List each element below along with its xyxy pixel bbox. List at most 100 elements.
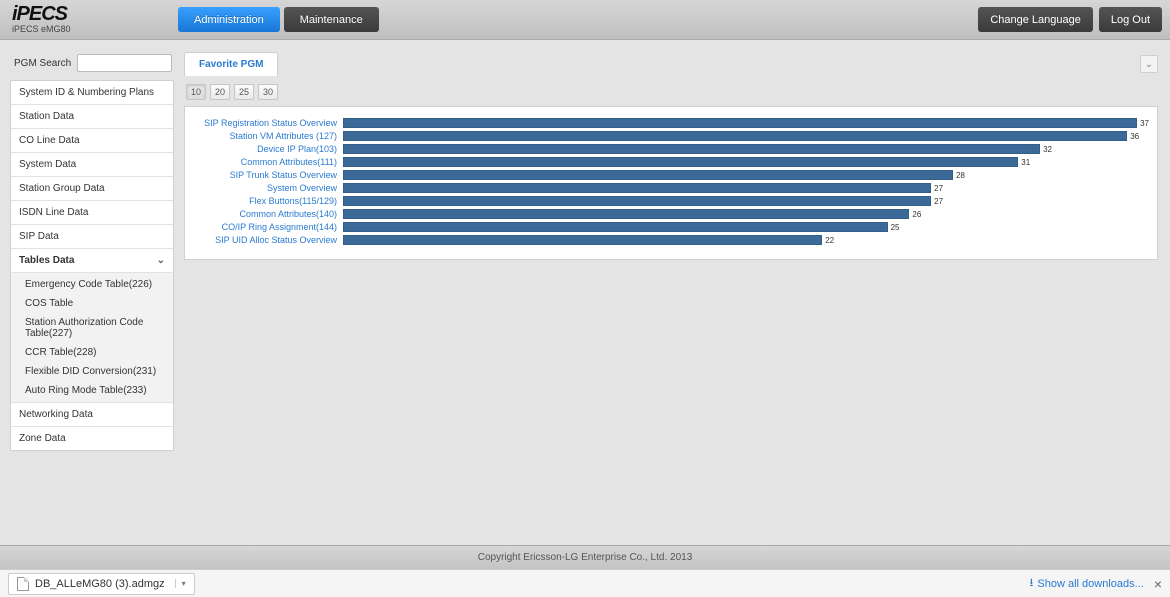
sidebar-menu: System ID & Numbering Plans Station Data C…	[10, 80, 174, 451]
pgm-search-input[interactable]	[77, 54, 172, 72]
show-all-downloads-link[interactable]: ⭳ Show all downloads...	[1030, 574, 1144, 593]
chart-bar-value: 27	[934, 184, 943, 193]
sidebar-subitem[interactable]: Flexible DID Conversion(231)	[11, 362, 173, 381]
sidebar-item[interactable]: SIP Data	[11, 224, 173, 248]
chart-row: SIP UID Alloc Status Overview 22	[193, 234, 1149, 246]
sidebar-item-label: CO Line Data	[19, 135, 80, 146]
chart-bar-fill	[343, 222, 888, 232]
chart-row-label[interactable]: Flex Buttons(115/129)	[193, 196, 343, 206]
chart-bar-value: 26	[912, 210, 921, 219]
sidebar-item[interactable]: Networking Data	[11, 402, 173, 426]
chevron-down-icon: ⌄	[157, 255, 165, 266]
chart-row-label[interactable]: Device IP Plan(103)	[193, 144, 343, 154]
chart-bar-value: 27	[934, 197, 943, 206]
chart-row: CO/IP Ring Assignment(144) 25	[193, 221, 1149, 233]
chart-row: SIP Trunk Status Overview 28	[193, 169, 1149, 181]
tab-collapse-icon[interactable]: ⌄	[1140, 55, 1158, 73]
sidebar-subitem[interactable]: Auto Ring Mode Table(233)	[11, 381, 173, 400]
sidebar-subitem[interactable]: COS Table	[11, 294, 173, 313]
chart-row-label[interactable]: SIP UID Alloc Status Overview	[193, 235, 343, 245]
sidebar-subitem[interactable]: Station Authorization Code Table(227)	[11, 313, 173, 343]
chart-bar-track: 26	[343, 208, 1149, 220]
sidebar-item-label: Station Group Data	[19, 183, 105, 194]
chart-row: Common Attributes(140) 26	[193, 208, 1149, 220]
sidebar-item[interactable]: Station Data	[11, 104, 173, 128]
chart-row-label[interactable]: Station VM Attributes (127)	[193, 131, 343, 141]
chart-bar-value: 31	[1021, 158, 1030, 167]
page-size-button[interactable]: 20	[210, 84, 230, 100]
chart-bar-fill	[343, 118, 1137, 128]
sidebar-item-label: System ID & Numbering Plans	[19, 87, 154, 98]
brand-subtitle: iPECS eMG80	[12, 24, 178, 34]
chart-bar-track: 32	[343, 143, 1149, 155]
chart-bar-track: 27	[343, 195, 1149, 207]
chart-row-label[interactable]: Common Attributes(111)	[193, 157, 343, 167]
sidebar-item[interactable]: Station Group Data	[11, 176, 173, 200]
chart-bar-track: 22	[343, 234, 1149, 246]
chart-bar-track: 36	[343, 130, 1149, 142]
chart-bar-track: 28	[343, 169, 1149, 181]
chart-row-label[interactable]: SIP Trunk Status Overview	[193, 170, 343, 180]
chart-row-label[interactable]: SIP Registration Status Overview	[193, 118, 343, 128]
chart-row: Common Attributes(111) 31	[193, 156, 1149, 168]
chart-bar-value: 22	[825, 236, 834, 245]
main-area: PGM Search System ID & Numbering Plans St…	[0, 40, 1170, 545]
download-menu-caret-icon[interactable]: ▾	[175, 579, 186, 588]
sidebar-subitem[interactable]: Emergency Code Table(226)	[11, 275, 173, 294]
show-all-downloads-label: Show all downloads...	[1037, 578, 1143, 590]
chart-bar-fill	[343, 157, 1018, 167]
page-size-button[interactable]: 30	[258, 84, 278, 100]
sidebar-item[interactable]: ISDN Line Data	[11, 200, 173, 224]
sidebar-item[interactable]: CO Line Data	[11, 128, 173, 152]
chart-bar-value: 32	[1043, 145, 1052, 154]
download-shelf: DB_ALLeMG80 (3).admgz ▾ ⭳ Show all downl…	[0, 569, 1170, 597]
page-size-selector: 10202530	[186, 84, 1158, 100]
page-size-button[interactable]: 10	[186, 84, 206, 100]
nav-maintenance[interactable]: Maintenance	[284, 7, 379, 32]
chart-bar-track: 25	[343, 221, 1149, 233]
chart-bar-fill	[343, 209, 909, 219]
nav-administration[interactable]: Administration	[178, 7, 280, 32]
sidebar-item[interactable]: System ID & Numbering Plans	[11, 81, 173, 104]
chart-bar-value: 25	[891, 223, 900, 232]
chart-row-label[interactable]: System Overview	[193, 183, 343, 193]
chart-bar-track: 37	[343, 117, 1149, 129]
pgm-search-row: PGM Search	[10, 50, 174, 80]
logout-button[interactable]: Log Out	[1099, 7, 1162, 32]
chart-bar-value: 37	[1140, 119, 1149, 128]
chart-bar-fill	[343, 144, 1040, 154]
brand-logo: iPECS	[12, 5, 178, 23]
sidebar-item-label: Zone Data	[19, 433, 66, 444]
sidebar-item-label: SIP Data	[19, 231, 59, 242]
favorite-pgm-chart: SIP Registration Status Overview 37 Statio…	[184, 106, 1158, 260]
chart-bar-fill	[343, 183, 931, 193]
sidebar-item-label: Tables Data	[19, 255, 74, 266]
chart-bar-value: 28	[956, 171, 965, 180]
chart-bar-value: 36	[1130, 132, 1139, 141]
download-arrow-icon: ⭳	[1030, 574, 1034, 593]
content-area: Favorite PGM ⌄ 10202530 SIP Registration…	[180, 40, 1170, 545]
tab-strip: Favorite PGM ⌄	[184, 48, 1158, 76]
sidebar-item[interactable]: Zone Data	[11, 426, 173, 450]
sidebar-item[interactable]: Tables Data ⌄	[11, 248, 173, 272]
download-chip[interactable]: DB_ALLeMG80 (3).admgz ▾	[8, 573, 195, 595]
chart-row: SIP Registration Status Overview 37	[193, 117, 1149, 129]
download-filename: DB_ALLeMG80 (3).admgz	[35, 578, 165, 590]
sidebar-item-label: Networking Data	[19, 409, 93, 420]
sidebar-item[interactable]: System Data	[11, 152, 173, 176]
top-bar: iPECS iPECS eMG80 Administration Mainten…	[0, 0, 1170, 40]
footer-copyright: Copyright Ericsson-LG Enterprise Co., Lt…	[0, 545, 1170, 569]
download-shelf-close-icon[interactable]: ×	[1154, 576, 1162, 592]
chart-bar-fill	[343, 131, 1127, 141]
chart-bar-track: 27	[343, 182, 1149, 194]
chart-row: System Overview 27	[193, 182, 1149, 194]
chart-bar-fill	[343, 235, 822, 245]
sidebar-item-label: Station Data	[19, 111, 74, 122]
tab-favorite-pgm[interactable]: Favorite PGM	[184, 52, 278, 76]
page-size-button[interactable]: 25	[234, 84, 254, 100]
chart-row-label[interactable]: Common Attributes(140)	[193, 209, 343, 219]
change-language-button[interactable]: Change Language	[978, 7, 1093, 32]
chart-row-label[interactable]: CO/IP Ring Assignment(144)	[193, 222, 343, 232]
sidebar-subitem[interactable]: CCR Table(228)	[11, 343, 173, 362]
chart-row: Device IP Plan(103) 32	[193, 143, 1149, 155]
